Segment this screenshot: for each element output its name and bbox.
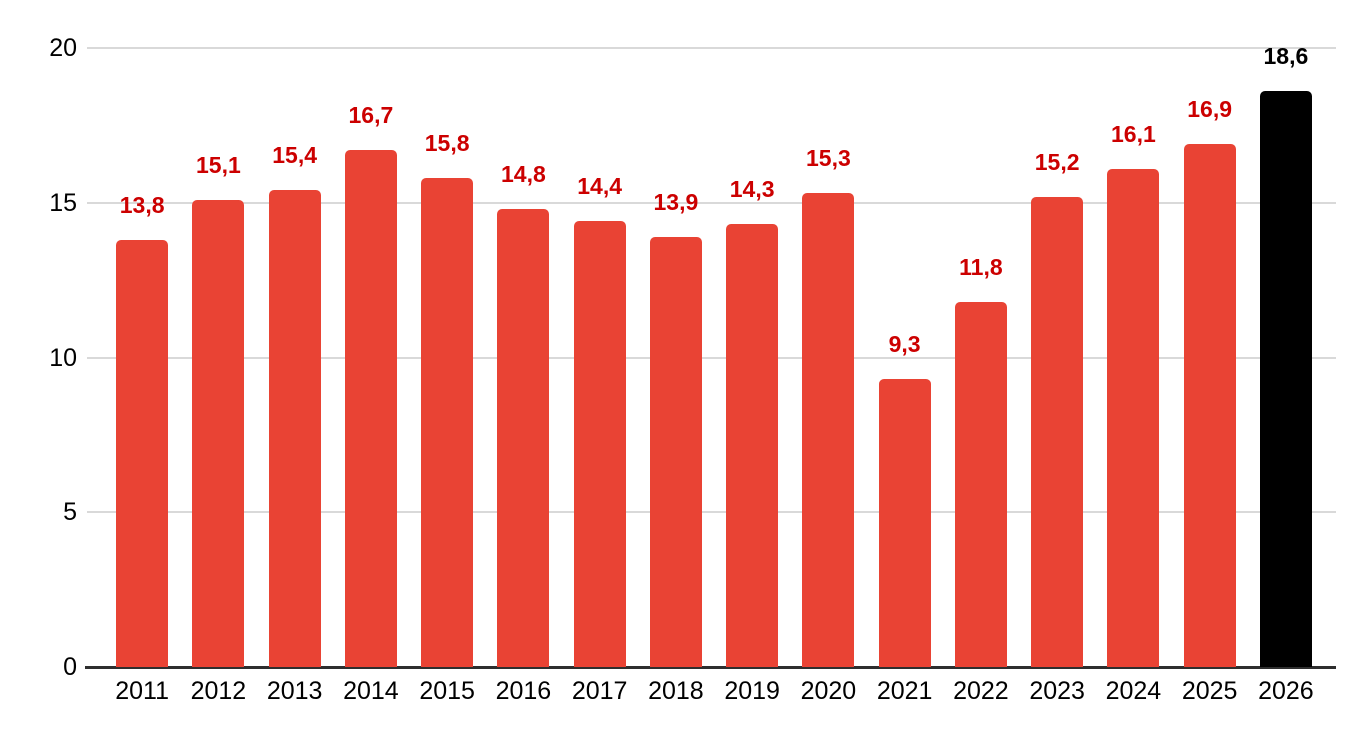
- x-tick-2013: 2013: [266, 677, 323, 705]
- x-tick-2024: 2024: [1105, 677, 1162, 705]
- y-tick-10: 10: [49, 343, 77, 372]
- value-label-2013: 15,4: [272, 142, 317, 169]
- bar-2025: [1183, 143, 1236, 667]
- bar-2023: [1031, 196, 1084, 667]
- value-label-2015: 15,8: [424, 129, 470, 156]
- x-tick-2011: 2011: [115, 677, 169, 705]
- bar-2020: [802, 193, 855, 667]
- value-label-2020: 15,3: [805, 145, 851, 172]
- y-tick-15: 15: [49, 188, 77, 217]
- gridline-10: [87, 356, 1336, 359]
- gridline-20: [87, 47, 1336, 49]
- x-tick-2019: 2019: [724, 677, 780, 705]
- value-label-2014: 16,7: [348, 102, 394, 129]
- value-label-2019: 14,3: [729, 176, 775, 203]
- value-label-2023: 15,2: [1034, 148, 1080, 175]
- value-label-2012: 15,1: [195, 151, 241, 178]
- value-label-2024: 16,1: [1110, 120, 1156, 147]
- x-tick-2022: 2022: [953, 677, 1009, 705]
- value-label-2021: 9,3: [888, 331, 921, 358]
- bar-2016: [497, 208, 550, 667]
- y-tick-5: 5: [63, 498, 77, 527]
- value-label-2017: 14,4: [577, 173, 622, 200]
- x-axis-line: [85, 665, 1336, 669]
- x-tick-2021: 2021: [876, 677, 933, 705]
- bar-2011: [116, 239, 169, 667]
- bar-2019: [726, 224, 779, 667]
- x-tick-2017: 2017: [571, 677, 628, 705]
- x-tick-2016: 2016: [495, 677, 552, 705]
- bar-2012: [192, 199, 245, 667]
- x-tick-2020: 2020: [800, 677, 857, 705]
- value-label-2016: 14,8: [500, 160, 546, 187]
- bar-2024: [1107, 168, 1160, 667]
- y-tick-20: 20: [49, 34, 77, 62]
- y-tick-0: 0: [63, 653, 77, 681]
- x-tick-2014: 2014: [343, 677, 399, 705]
- value-label-2025: 16,9: [1187, 95, 1232, 122]
- bar-2026: [1259, 91, 1312, 667]
- gridline-5: [87, 511, 1336, 514]
- value-label-2011: 13,8: [119, 191, 165, 218]
- bar-2021: [878, 379, 931, 667]
- x-tick-2018: 2018: [648, 677, 704, 705]
- value-label-2026: 18,6: [1263, 43, 1309, 70]
- bar-2018: [649, 236, 702, 667]
- x-tick-2015: 2015: [419, 677, 475, 705]
- bar-2022: [954, 301, 1007, 667]
- bar-2013: [268, 190, 321, 667]
- x-tick-2023: 2023: [1029, 677, 1085, 705]
- bar-2015: [421, 177, 474, 667]
- value-label-2022: 11,8: [959, 253, 1003, 280]
- bar-2017: [573, 221, 626, 667]
- x-tick-2012: 2012: [190, 677, 247, 705]
- bar-2014: [344, 150, 397, 667]
- value-label-2018: 13,9: [653, 188, 699, 215]
- x-tick-2025: 2025: [1181, 677, 1238, 705]
- gridline-15: [87, 201, 1336, 204]
- x-tick-2026: 2026: [1258, 677, 1314, 705]
